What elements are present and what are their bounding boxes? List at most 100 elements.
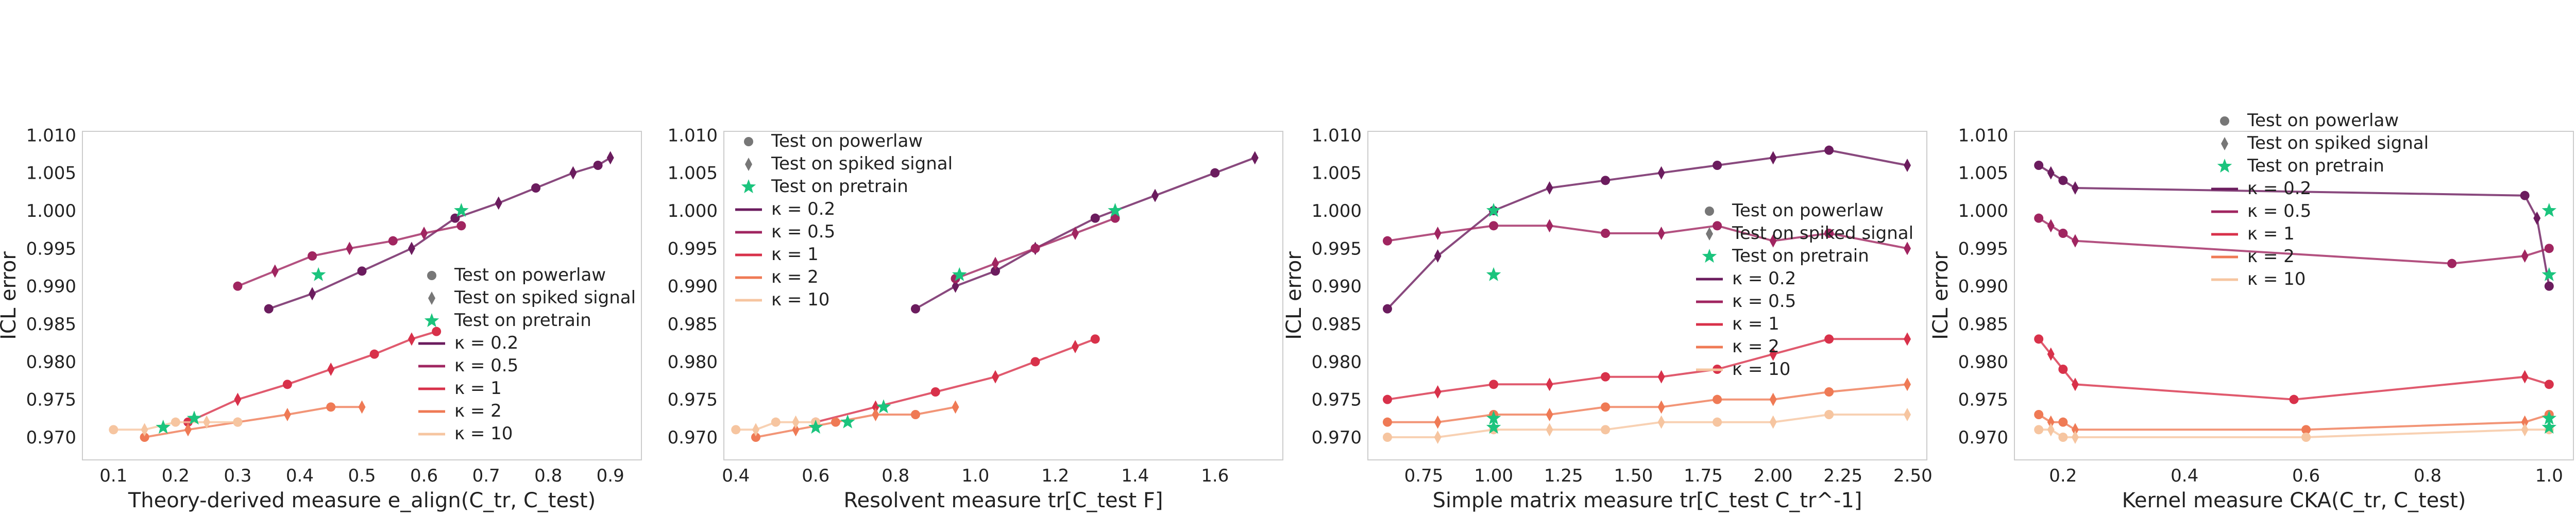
x-axis-label: Simple matrix measure tr[C_test C_tr^-1]	[1433, 489, 1862, 512]
y-tick-label: 1.005	[1312, 163, 1362, 184]
y-tick-label: 0.995	[668, 238, 718, 259]
data-point-spiked	[1904, 159, 1911, 172]
pretrain-star	[2541, 419, 2557, 434]
legend-entry: κ = 0.5	[1732, 291, 1796, 312]
y-tick-label: 0.975	[26, 390, 76, 410]
data-point-spiked	[1546, 219, 1553, 233]
data-point-powerlaw	[930, 387, 940, 397]
y-tick-label: 1.000	[1958, 201, 2008, 221]
data-point-spiked	[1904, 332, 1911, 346]
x-tick-label: 1.0	[2535, 466, 2563, 486]
y-tick-label: 0.970	[26, 427, 76, 448]
legend-entry: κ = 10	[2247, 269, 2306, 289]
data-point-spiked	[792, 415, 800, 429]
data-point-powerlaw	[2447, 259, 2457, 268]
data-point-spiked	[2521, 423, 2529, 437]
legend-entry: κ = 1	[2247, 224, 2295, 244]
y-tick-label: 0.995	[1958, 238, 2008, 259]
y-tick-label: 1.005	[668, 163, 718, 184]
data-point-spiked	[420, 227, 428, 240]
data-point-spiked	[1769, 347, 1777, 361]
data-point-spiked	[495, 196, 502, 210]
data-point-powerlaw	[1489, 380, 1499, 389]
data-point-powerlaw	[1824, 387, 1834, 397]
x-tick-label: 0.6	[410, 466, 438, 486]
data-point-powerlaw	[2058, 417, 2068, 427]
data-point-spiked	[1657, 370, 1665, 384]
x-tick-label: 0.8	[882, 466, 909, 486]
x-tick-label: 0.6	[2292, 466, 2320, 486]
data-point-spiked	[1072, 340, 1079, 353]
legend-marker-diamond	[745, 158, 752, 171]
legend-entry: Test on pretrain	[454, 310, 591, 331]
data-point-powerlaw	[2544, 281, 2554, 291]
legend-entry: Test on pretrain	[771, 176, 908, 197]
legend-entry: κ = 2	[2247, 246, 2295, 267]
legend-entry: Test on spiked signal	[771, 153, 953, 174]
series-line-0	[268, 157, 611, 310]
data-point-spiked	[2521, 415, 2529, 429]
x-tick-label: 0.75	[1404, 466, 1444, 486]
data-point-powerlaw	[282, 380, 292, 389]
data-point-powerlaw	[911, 304, 920, 314]
data-point-spiked	[1657, 400, 1665, 414]
data-point-powerlaw	[1382, 304, 1392, 314]
data-point-powerlaw	[357, 266, 367, 276]
y-axis-label: ICL error	[0, 251, 21, 340]
data-point-powerlaw	[388, 236, 398, 246]
data-point-spiked	[346, 242, 353, 255]
data-point-powerlaw	[2520, 191, 2530, 200]
data-point-spiked	[2533, 211, 2541, 225]
y-tick-label: 0.970	[1958, 427, 2008, 448]
x-tick-label: 2.50	[1893, 466, 1933, 486]
data-point-spiked	[358, 400, 366, 414]
legend-entry: Test on pretrain	[2247, 156, 2384, 176]
x-axis-label: Theory-derived measure e_align(C_tr, C_t…	[128, 489, 596, 512]
pretrain-star	[1486, 203, 1501, 217]
data-point-powerlaw	[2034, 334, 2044, 344]
data-point-powerlaw	[1110, 213, 1120, 223]
y-tick-label: 0.985	[26, 314, 76, 335]
data-point-spiked	[1251, 151, 1259, 165]
data-point-spiked	[2071, 234, 2079, 248]
data-point-powerlaw	[731, 425, 741, 435]
x-tick-label: 0.5	[348, 466, 376, 486]
plot-area	[723, 131, 1283, 460]
data-point-spiked	[1904, 408, 1911, 421]
y-tick-label: 0.990	[26, 277, 76, 297]
data-point-powerlaw	[456, 221, 466, 231]
data-point-spiked	[408, 242, 415, 255]
data-point-spiked	[1657, 227, 1665, 240]
chart-panel-1: 0.970 0.975 0.980 0.985 0.990 0.995 1.000 1.005…	[0, 125, 642, 512]
y-axis-label: ICL error	[1929, 251, 1953, 340]
y-tick-label: 1.010	[26, 125, 76, 146]
data-point-powerlaw	[2034, 410, 2044, 419]
data-point-spiked	[1434, 385, 1442, 399]
data-point-spiked	[2047, 415, 2055, 429]
data-point-powerlaw	[2034, 161, 2044, 170]
data-point-powerlaw	[326, 402, 336, 412]
y-tick-label: 0.985	[668, 314, 718, 335]
x-tick-label: 0.1	[99, 466, 127, 486]
data-point-spiked	[872, 408, 879, 421]
legend-entry: Test on powerlaw	[1732, 200, 1884, 221]
legend-entry: κ = 1	[454, 378, 502, 399]
x-tick-label: 2.25	[1823, 466, 1862, 486]
x-tick-label: 0.4	[286, 466, 314, 486]
pretrain-star	[952, 267, 967, 281]
y-tick-label: 0.990	[1312, 277, 1362, 297]
pretrain-star	[808, 419, 823, 434]
y-tick-label: 0.980	[1312, 352, 1362, 372]
data-point-spiked	[2071, 423, 2079, 437]
y-tick-label: 0.975	[1312, 390, 1362, 410]
data-point-spiked	[606, 151, 614, 165]
data-point-spiked	[141, 423, 148, 437]
data-point-spiked	[2521, 370, 2529, 384]
series-line-3	[144, 406, 362, 438]
data-point-spiked	[1769, 415, 1777, 429]
pretrain-star	[2541, 267, 2557, 281]
data-point-spiked	[992, 256, 999, 270]
data-point-spiked	[1434, 415, 1442, 429]
